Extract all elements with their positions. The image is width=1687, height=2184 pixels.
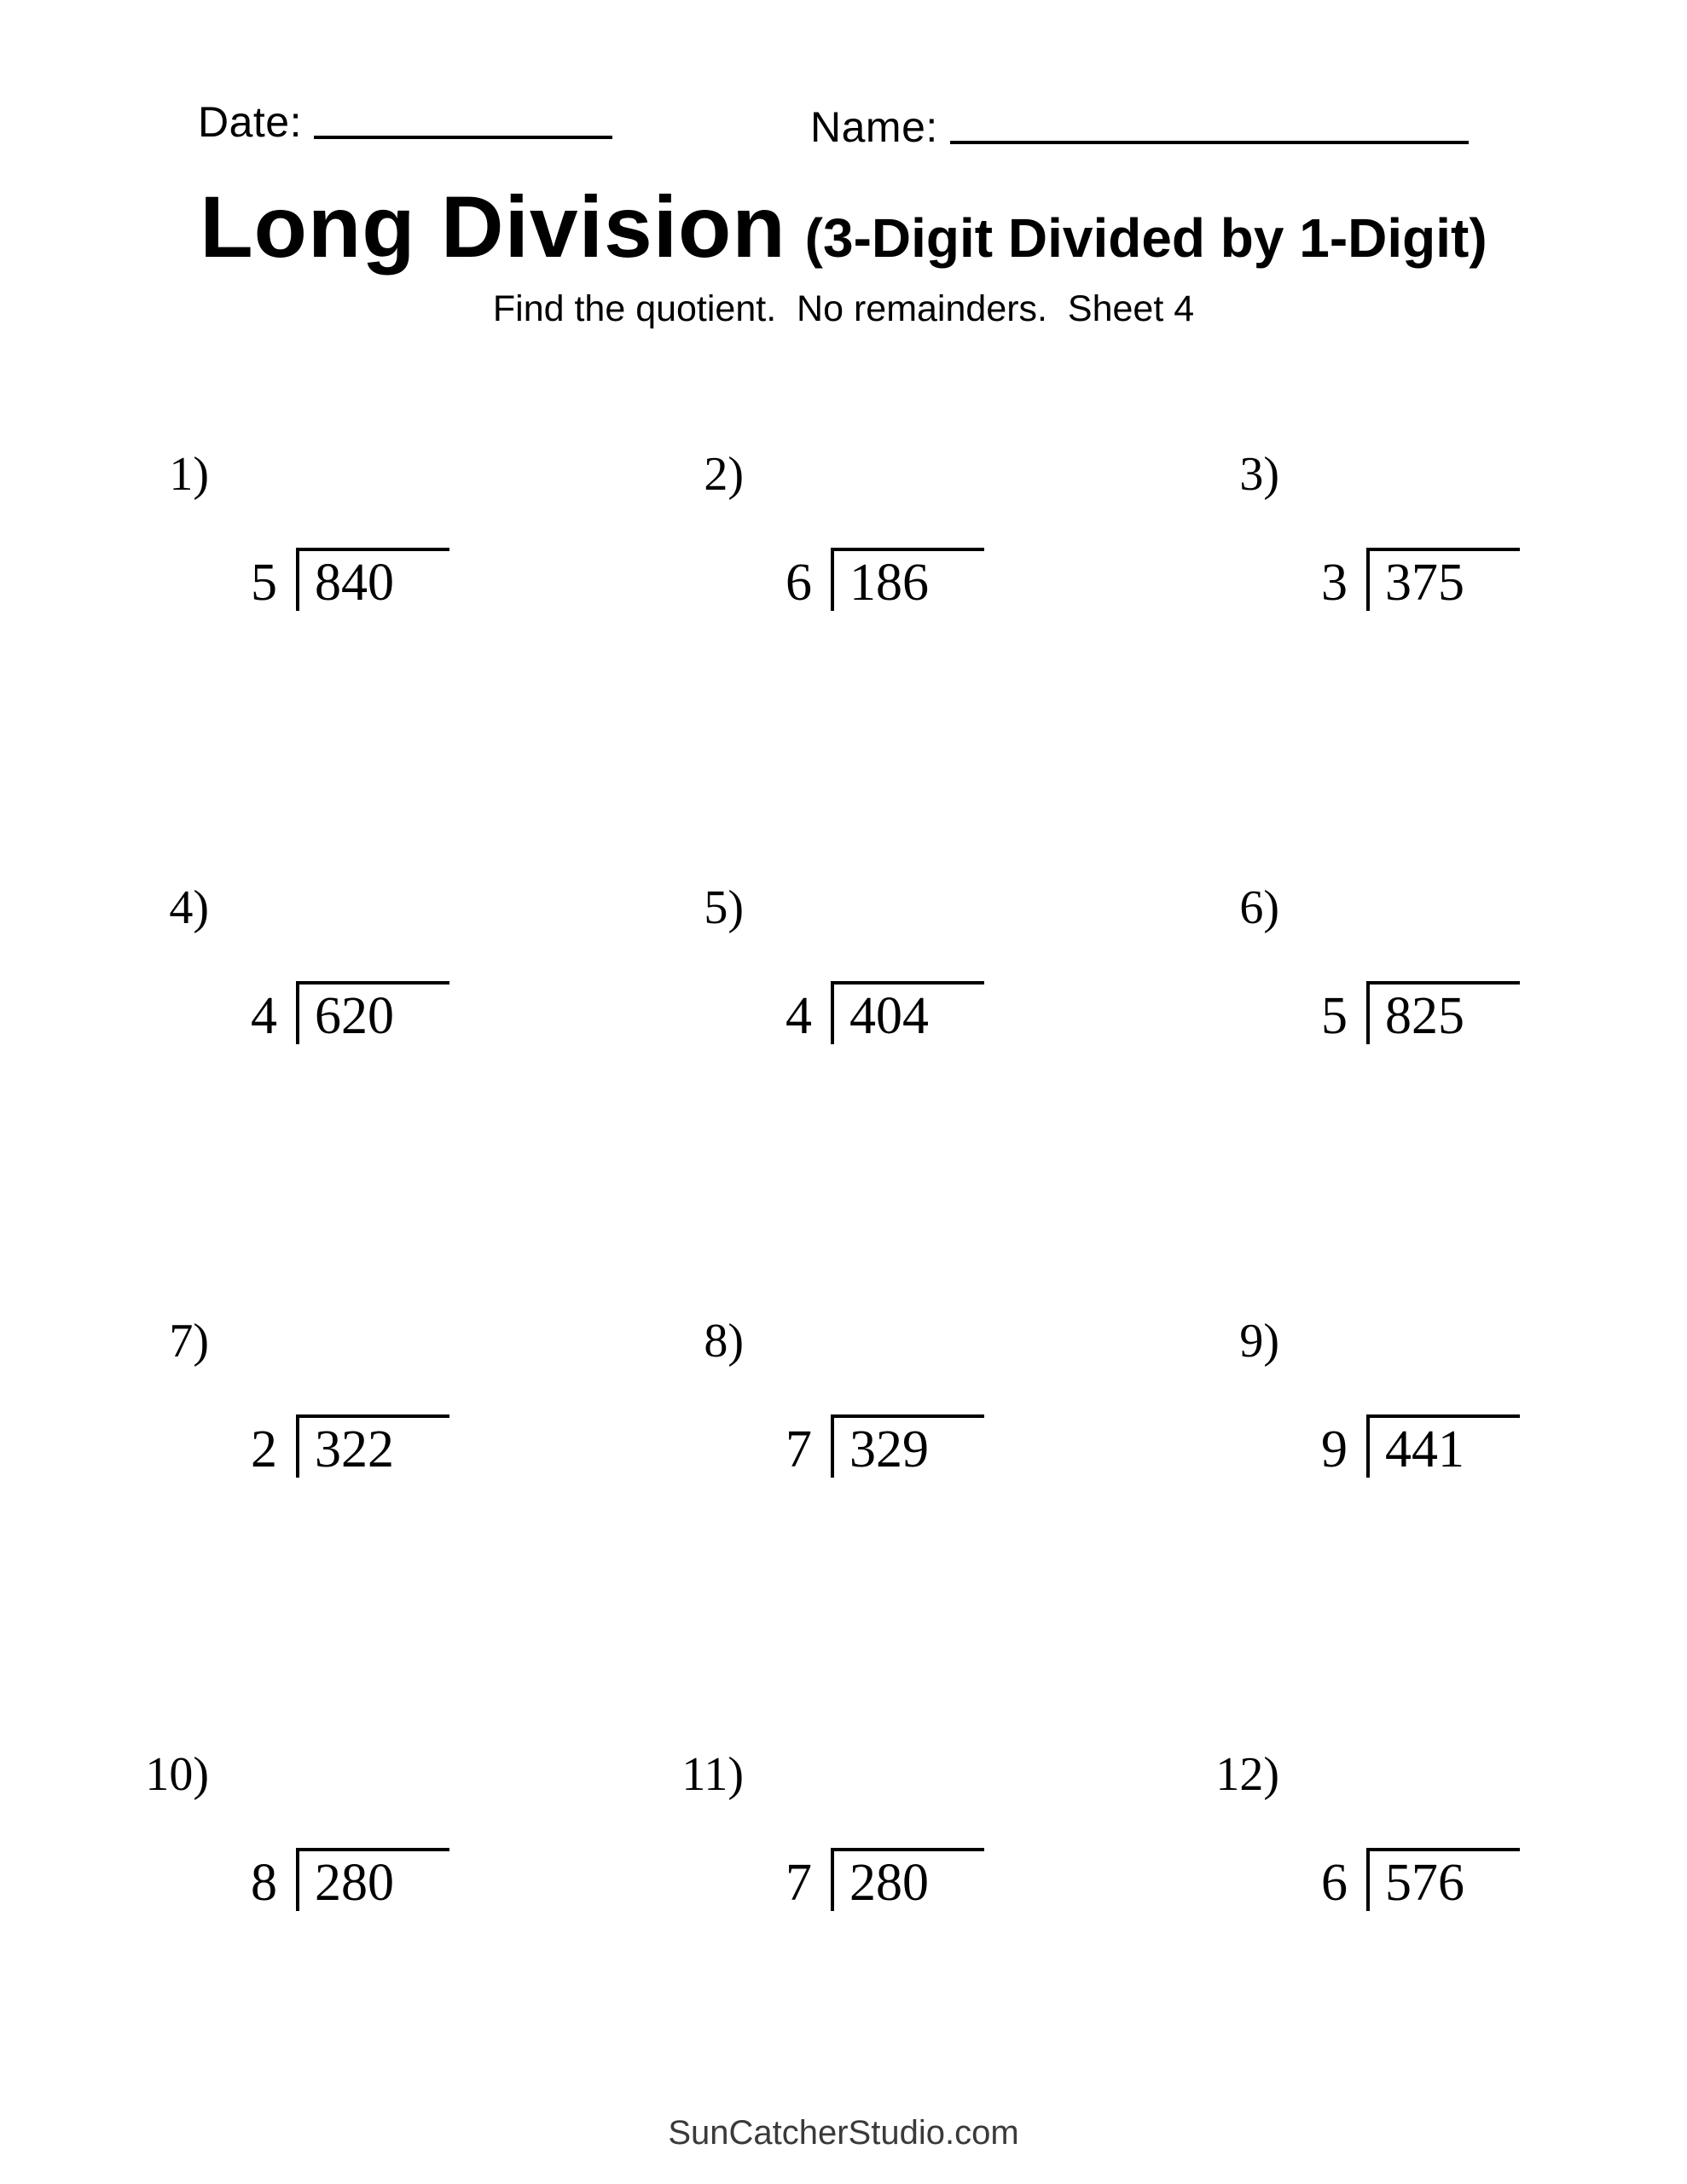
division-problem: 10) 8 280: [115, 1751, 650, 2184]
problem-number: 12): [1215, 1748, 1279, 1801]
dividend: 576: [1366, 1848, 1520, 1911]
divisor: 5: [251, 554, 277, 612]
division-problem: 8) 7 329: [650, 1317, 1186, 1751]
division-problem: 9) 9 441: [1186, 1317, 1687, 1751]
division-problem: 5) 4 404: [650, 884, 1186, 1317]
divisor: 6: [1321, 1854, 1348, 1912]
division-bracket: 3 375: [1237, 548, 1687, 611]
dividend: 280: [831, 1848, 984, 1911]
division-problem: 6) 5 825: [1186, 884, 1687, 1317]
dividend: 375: [1366, 548, 1520, 611]
title-main: Long Division: [200, 178, 786, 276]
division-bracket: 4 620: [166, 981, 650, 1044]
division-problem: 7) 2 322: [115, 1317, 650, 1751]
division-bracket: 4 404: [701, 981, 1186, 1044]
dividend: 441: [1366, 1414, 1520, 1478]
date-label: Date:: [198, 98, 303, 146]
problem-number: 7): [169, 1315, 209, 1368]
dividend: 840: [296, 548, 449, 611]
divisor: 9: [1321, 1420, 1348, 1478]
problem-number: 11): [681, 1748, 744, 1801]
name-field: Name:: [810, 106, 1469, 148]
divisor: 6: [786, 554, 812, 612]
divisor: 3: [1321, 554, 1348, 612]
problem-number: 5): [704, 881, 744, 934]
division-bracket: 8 280: [166, 1848, 650, 1911]
problem-number: 3): [1239, 448, 1279, 501]
division-bracket: 6 186: [701, 548, 1186, 611]
title-qualifier: (3-Digit Divided by 1-Digit): [804, 207, 1487, 269]
division-bracket: 7 280: [701, 1848, 1186, 1911]
division-problem: 2) 6 186: [650, 450, 1186, 884]
problem-number: 6): [1239, 881, 1279, 934]
division-problem: 12) 6 576: [1186, 1751, 1687, 2184]
problem-number: 8): [704, 1315, 744, 1368]
dividend: 186: [831, 548, 984, 611]
division-bracket: 5 840: [166, 548, 650, 611]
instructions: Find the quotient. No remainders. Sheet …: [492, 288, 1195, 329]
divisor: 8: [251, 1854, 277, 1912]
problem-number: 9): [1239, 1315, 1279, 1368]
division-problem: 1) 5 840: [115, 450, 650, 884]
dividend: 322: [296, 1414, 449, 1478]
divisor: 2: [251, 1420, 277, 1478]
dividend: 825: [1366, 981, 1520, 1044]
problem-number: 10): [145, 1748, 209, 1801]
date-blank-line: [314, 136, 612, 139]
name-label: Name:: [810, 103, 938, 151]
dividend: 404: [831, 981, 984, 1044]
problem-number: 1): [169, 448, 209, 501]
division-bracket: 9 441: [1237, 1414, 1687, 1478]
dividend: 329: [831, 1414, 984, 1478]
name-blank-line: [949, 141, 1469, 144]
division-bracket: 5 825: [1237, 981, 1687, 1044]
divisor: 7: [786, 1420, 812, 1478]
page-title: Long Division (3-Digit Divided by 1-Digit…: [0, 177, 1687, 277]
divisor: 7: [786, 1854, 812, 1912]
division-problem: 3) 3 375: [1186, 450, 1687, 884]
problem-number: 2): [704, 448, 744, 501]
division-bracket: 7 329: [701, 1414, 1186, 1478]
problem-number: 4): [169, 881, 209, 934]
date-field: Date:: [198, 101, 612, 143]
divisor: 4: [251, 987, 277, 1045]
divisor: 5: [1321, 987, 1348, 1045]
dividend: 620: [296, 981, 449, 1044]
dividend: 280: [296, 1848, 449, 1911]
problems-grid: 1) 5 840 2) 6 186 3) 3 375 4) 4: [115, 450, 1687, 2184]
footer-site-credit: SunCatcherStudio.com: [668, 2114, 1019, 2152]
division-bracket: 2 322: [166, 1414, 650, 1478]
division-problem: 4) 4 620: [115, 884, 650, 1317]
division-problem: 11) 7 280: [650, 1751, 1186, 2184]
division-bracket: 6 576: [1237, 1848, 1687, 1911]
divisor: 4: [786, 987, 812, 1045]
